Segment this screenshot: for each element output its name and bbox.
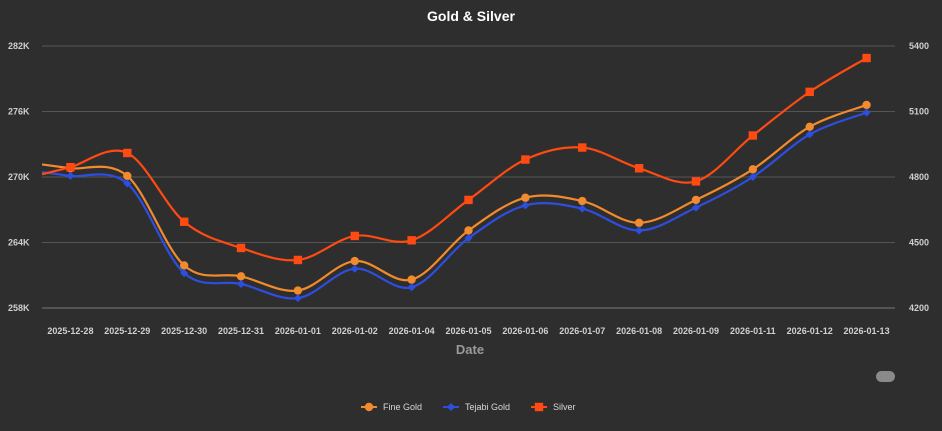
right-tick-label: 5400 [909,41,929,51]
data-point [521,193,530,202]
data-point [805,122,814,131]
chart-title: Gold & Silver [427,8,515,24]
data-point [179,261,189,270]
x-tick-label: 2026-01-02 [332,326,378,336]
right-tick-label: 5100 [909,107,929,117]
data-point [862,100,871,110]
data-point [180,269,189,278]
x-tick-label: 2026-01-08 [616,326,662,336]
left-tick-label: 258K [8,303,30,313]
x-tick-label: 2026-01-05 [445,326,491,336]
series-silver [41,53,871,265]
data-point [293,255,303,265]
legend-marker [534,402,544,412]
data-point [123,148,132,158]
x-tick-label: 2026-01-06 [502,326,548,336]
left-tick-label: 264K [8,238,30,248]
data-point [350,264,359,273]
left-tick-label: 282K [8,41,30,51]
data-point [236,272,246,281]
data-point [350,256,359,266]
legend-marker [364,402,374,412]
data-point [634,218,644,228]
data-point [407,275,416,284]
data-point [748,165,758,174]
data-point [66,162,75,172]
data-point [350,231,359,241]
data-point [179,217,189,226]
x-axis-title: Date [456,342,484,357]
data-point [237,279,246,288]
x-tick-label: 2026-01-13 [844,326,890,336]
x-tick-label: 2026-01-12 [787,326,833,336]
data-point [805,87,814,97]
data-point [634,164,644,173]
x-tick-label: 2026-01-01 [275,326,321,336]
data-point [691,177,701,186]
x-tick-label: 2026-01-11 [730,326,776,336]
data-point [691,203,700,212]
x-tick-label: 2025-12-29 [104,326,150,336]
data-point [862,108,871,117]
x-tick-label: 2025-12-31 [218,326,264,336]
data-point [407,283,416,292]
data-point [464,195,473,205]
series-tejabi-gold [41,108,871,303]
x-axis-ticks: 2025-12-28 2025-12-29 2025-12-30 2025-12-31… [47,326,889,336]
data-point [236,243,246,253]
legend: Fine Gold Tejabi Gold Silver [361,402,576,412]
legend-marker [447,403,455,411]
legend-label: Tejabi Gold [465,402,510,412]
data-point [123,179,132,188]
right-tick-label: 4200 [909,303,929,313]
data-point [635,226,644,235]
x-tick-label: 2026-01-07 [559,326,605,336]
x-tick-label: 2025-12-30 [161,326,207,336]
data-point [805,130,814,139]
series-line [41,111,867,300]
right-tick-label: 4500 [909,238,929,248]
data-point [691,195,701,205]
legend-item[interactable]: Silver [531,402,576,412]
right-tick-label: 4800 [909,172,929,182]
zoom-scroll-handle[interactable] [876,371,895,382]
data-point [578,143,587,152]
left-tick-label: 276K [8,107,30,117]
x-tick-label: 2026-01-04 [389,326,435,336]
series-layer [41,53,871,303]
data-point [862,53,871,63]
grid-lines [42,45,895,309]
legend-item[interactable]: Tejabi Gold [443,402,510,412]
data-point [748,131,758,140]
right-axis-ticks: 4200 4500 4800 5100 5400 [909,41,929,313]
data-point [521,201,530,210]
left-axis-ticks: 258K 264K 270K 276K 282K [8,41,30,313]
left-tick-label: 270K [8,172,30,182]
data-point [66,171,75,180]
data-point [748,173,757,181]
data-point [464,226,473,235]
legend-label: Fine Gold [383,402,422,412]
series-line [41,103,867,292]
series-fine-gold [41,100,871,295]
data-point [578,204,587,213]
data-point [464,234,473,243]
scroll-handle-pill[interactable] [876,371,895,382]
data-point [123,171,132,181]
series-line [41,57,868,262]
data-point [293,286,303,295]
legend-label: Silver [553,402,576,412]
data-point [407,236,416,245]
x-tick-label: 2025-12-28 [47,326,93,336]
x-tick-label: 2026-01-09 [673,326,719,336]
data-point [293,294,302,303]
data-point [521,155,530,164]
legend-item[interactable]: Fine Gold [361,402,422,412]
data-point [578,196,587,206]
